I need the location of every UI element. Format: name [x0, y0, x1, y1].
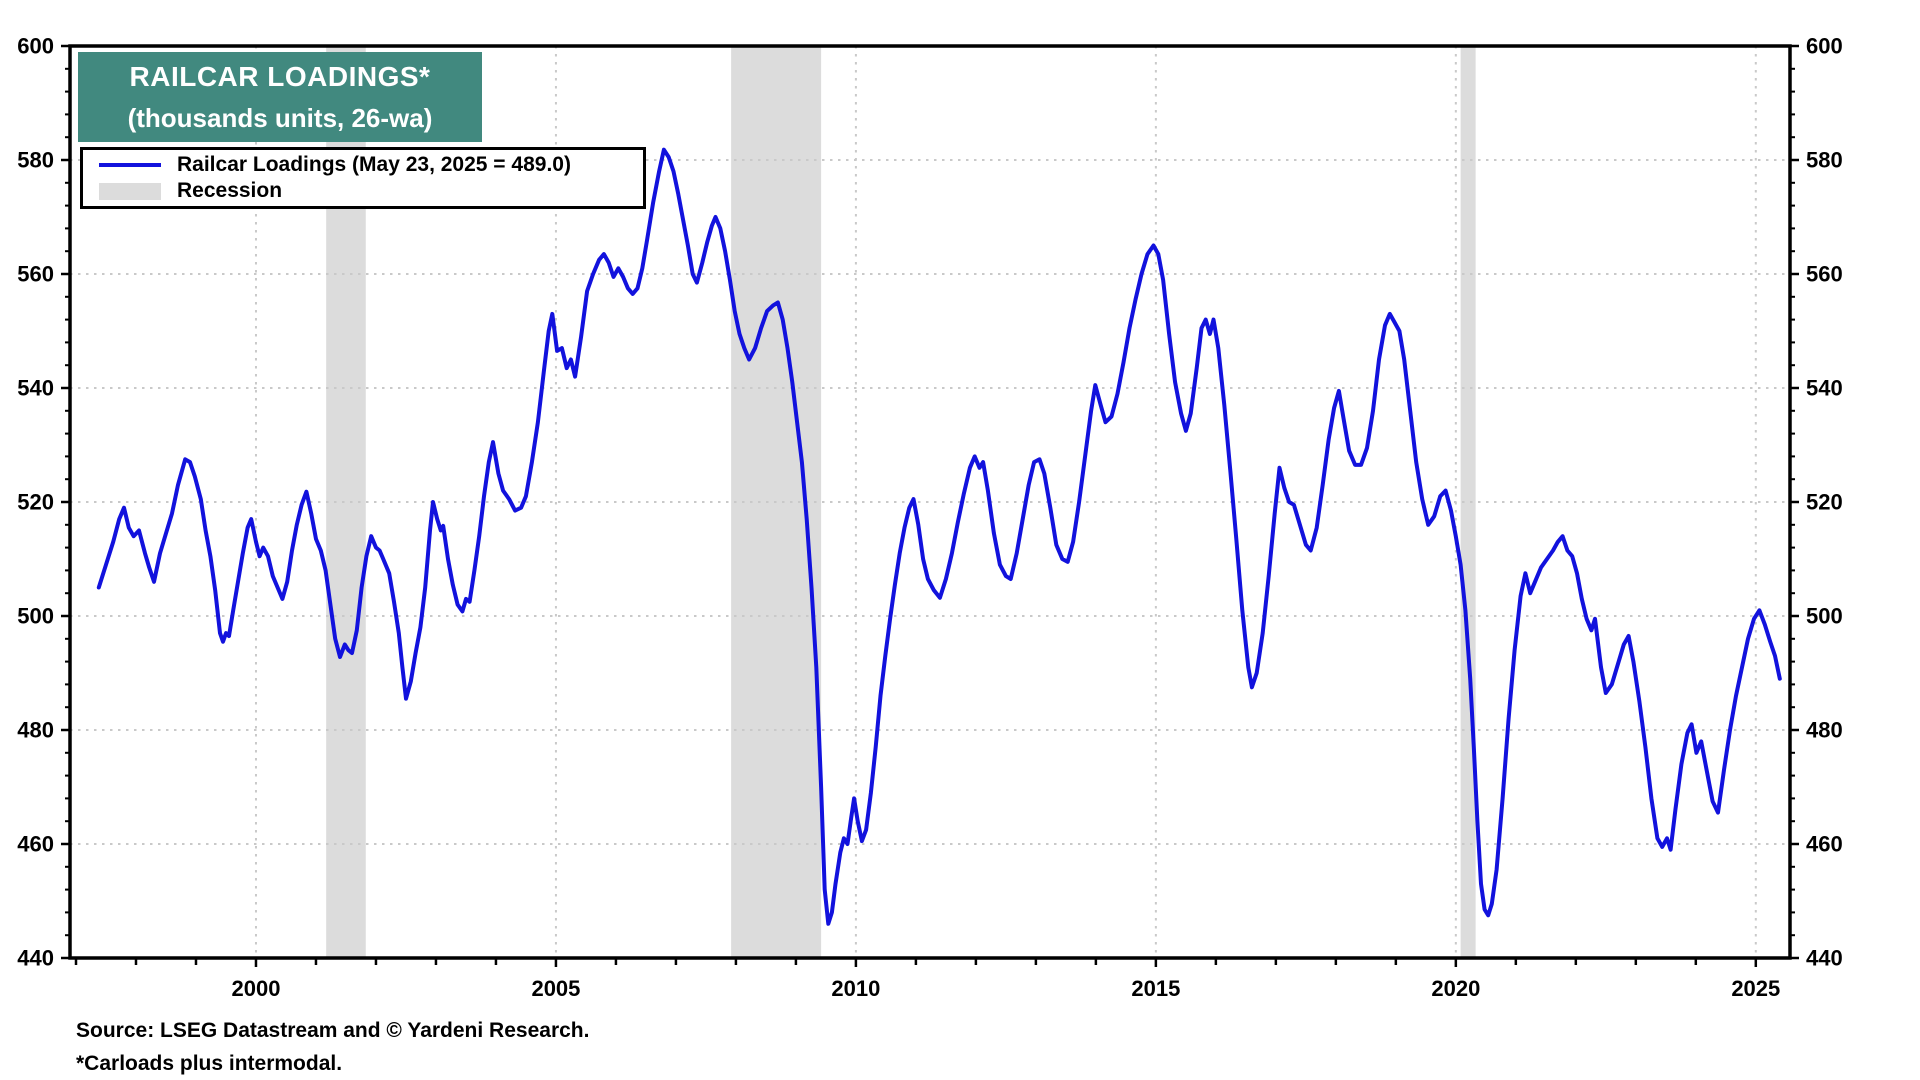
y-axis-label-right: 600 [1806, 34, 1843, 59]
y-axis-label-left: 440 [17, 946, 54, 971]
x-axis-label: 2005 [531, 976, 580, 1001]
legend-line-swatch [99, 163, 161, 167]
footnote-line: *Carloads plus intermodal. [76, 1052, 343, 1075]
x-axis-label: 2015 [1131, 976, 1180, 1001]
x-axis-label: 2020 [1431, 976, 1480, 1001]
source-footer: Source: LSEG Datastream and © Yardeni Re… [76, 1014, 589, 1080]
page-title: RAILCAR LOADINGS* [129, 61, 431, 92]
plot-frame [68, 44, 1792, 960]
source-line: Source: LSEG Datastream and © Yardeni Re… [76, 1019, 590, 1042]
railcar-loadings-line [96, 147, 1782, 926]
y-axis-label-left: 500 [17, 604, 54, 629]
legend: Railcar Loadings (May 23, 2025 = 489.0) … [80, 147, 646, 209]
x-axis-label: 2000 [232, 976, 281, 1001]
y-axis-label-left: 460 [17, 832, 54, 857]
legend-row-series: Railcar Loadings (May 23, 2025 = 489.0) [83, 152, 643, 178]
y-axis-label-right: 540 [1806, 376, 1843, 401]
chart-subtitle: (thousands units, 26-wa) [127, 103, 433, 133]
y-axis-label-right: 480 [1806, 718, 1843, 743]
x-axis-label: 2025 [1731, 976, 1780, 1001]
legend-recession-swatch [99, 182, 161, 200]
y-axis-label-left: 600 [17, 34, 54, 59]
y-axis-label-right: 500 [1806, 604, 1843, 629]
y-axis-label-left: 480 [17, 718, 54, 743]
chart-title-box: RAILCAR LOADINGS* (thousands units, 26-w… [78, 52, 482, 142]
y-axis-label-left: 540 [17, 376, 54, 401]
y-axis-label-left: 580 [17, 148, 54, 173]
legend-recession-label: Recession [177, 179, 283, 202]
legend-series-label: Railcar Loadings (May 23, 2025 = 489.0) [177, 153, 571, 176]
y-axis-label-right: 460 [1806, 832, 1843, 857]
y-axis-label-left: 520 [17, 490, 54, 515]
legend-row-recession: Recession [83, 178, 643, 204]
y-axis-label-right: 440 [1806, 946, 1843, 971]
y-axis-label-right: 580 [1806, 148, 1843, 173]
y-axis-label-right: 560 [1806, 262, 1843, 287]
x-axis-label: 2010 [831, 976, 880, 1001]
y-axis-label-left: 560 [17, 262, 54, 287]
y-axis-label-right: 520 [1806, 490, 1843, 515]
